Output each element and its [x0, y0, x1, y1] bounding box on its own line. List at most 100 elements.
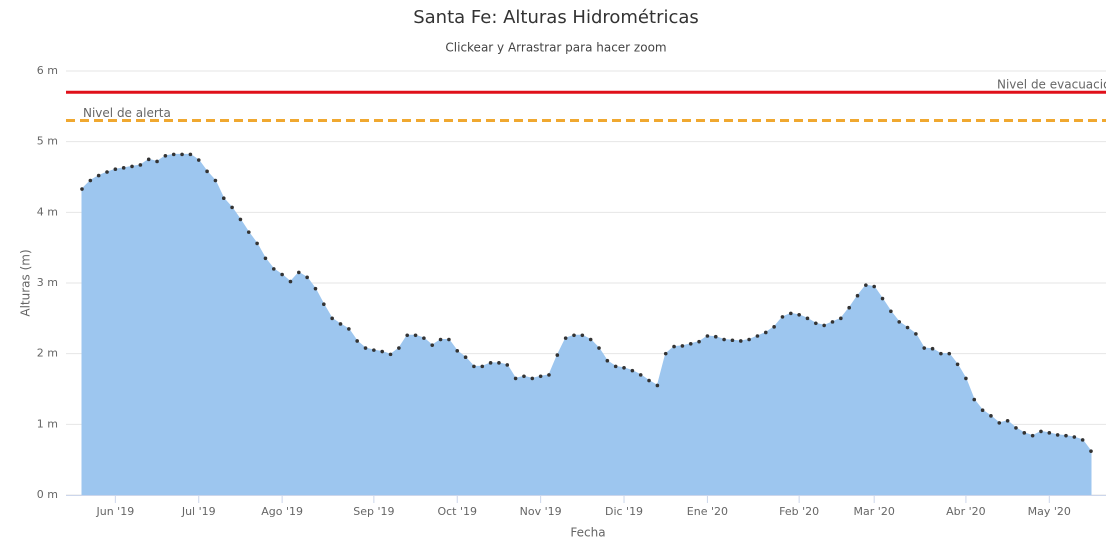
data-point: [905, 325, 910, 330]
data-point: [622, 366, 626, 370]
plot-line-label: Nivel de evacuación: [997, 78, 1106, 92]
data-point: [230, 205, 234, 210]
x-tick-label: Ene '20: [687, 505, 728, 518]
data-point: [263, 256, 268, 261]
data-point: [463, 355, 468, 360]
data-point: [864, 283, 868, 287]
data-point: [213, 178, 218, 183]
data-point: [447, 337, 451, 342]
chart-title: Santa Fe: Alturas Hidrométricas: [413, 7, 699, 28]
y-tick-label: 3 m: [37, 276, 58, 289]
data-point: [105, 170, 109, 174]
data-point: [455, 349, 460, 353]
data-point: [1022, 431, 1027, 435]
data-point: [205, 169, 209, 174]
x-tick-label: Mar '20: [854, 505, 895, 518]
data-point: [638, 373, 643, 377]
data-point: [680, 344, 685, 348]
data-point: [980, 408, 985, 413]
data-point: [855, 293, 860, 298]
y-tick-label: 4 m: [37, 205, 58, 218]
data-point: [330, 316, 334, 321]
data-point: [96, 173, 101, 178]
data-point: [839, 316, 843, 321]
data-point: [1080, 438, 1085, 442]
data-point: [338, 322, 343, 326]
data-point: [188, 152, 193, 157]
data-point: [422, 336, 426, 340]
data-point: [1089, 449, 1093, 453]
data-point: [597, 346, 601, 350]
data-point: [738, 339, 743, 343]
data-point: [722, 337, 726, 342]
data-point: [538, 374, 543, 379]
area: [81, 153, 1092, 496]
data-point: [430, 343, 435, 347]
x-tick-label: Dic '19: [605, 505, 643, 518]
data-point: [180, 152, 184, 157]
data-point: [1064, 433, 1068, 438]
data-point: [763, 330, 768, 335]
x-tick-label: Nov '19: [520, 505, 562, 518]
data-point: [138, 163, 143, 167]
data-point: [572, 333, 576, 338]
x-tick-label: Jul '19: [181, 505, 216, 518]
data-point: [805, 316, 810, 321]
data-point: [347, 327, 351, 331]
x-tick-label: Oct '19: [437, 505, 477, 518]
x-tick-label: Sep '19: [353, 505, 394, 518]
data-point: [372, 348, 376, 352]
data-point: [563, 336, 568, 340]
data-point: [947, 351, 952, 356]
x-tick-label: Abr '20: [946, 505, 986, 518]
x-axis-title: Fecha: [570, 526, 605, 540]
data-point: [830, 320, 835, 324]
data-point: [547, 373, 551, 377]
data-point: [238, 217, 243, 222]
data-point: [630, 368, 635, 373]
data-point: [989, 414, 993, 418]
data-point: [355, 339, 359, 343]
data-point: [797, 313, 801, 317]
data-point: [388, 352, 393, 357]
data-point: [780, 315, 785, 319]
data-point: [889, 309, 893, 314]
data-point: [196, 158, 201, 162]
data-point: [130, 164, 134, 169]
x-tick-label: Feb '20: [779, 505, 819, 518]
data-point: [1005, 419, 1010, 423]
data-point: [730, 338, 735, 343]
data-point: [1039, 429, 1043, 434]
y-tick-label: 1 m: [37, 417, 58, 430]
data-point: [772, 325, 776, 329]
data-point: [847, 305, 851, 310]
data-point: [163, 154, 168, 158]
data-point: [655, 383, 660, 388]
data-point: [405, 333, 410, 338]
data-point: [613, 364, 618, 369]
data-point: [1072, 435, 1077, 439]
data-point: [755, 334, 760, 338]
data-point: [255, 241, 259, 246]
data-point: [897, 320, 902, 324]
data-point: [880, 296, 885, 301]
data-point: [605, 358, 610, 363]
data-point: [397, 346, 401, 350]
data-point: [789, 311, 793, 316]
data-point: [930, 346, 935, 351]
data-point: [939, 351, 943, 356]
data-point: [872, 284, 876, 289]
data-point: [121, 166, 126, 170]
data-point: [313, 286, 318, 291]
data-point: [955, 362, 960, 367]
x-tick-label: Ago '19: [261, 505, 303, 518]
data-point: [322, 302, 326, 307]
y-tick-label: 5 m: [37, 135, 58, 148]
data-point: [88, 178, 93, 183]
chart-subtitle: Clickear y Arrastrar para hacer zoom: [445, 41, 666, 55]
data-point: [672, 344, 676, 349]
data-point: [964, 376, 968, 381]
data-point: [221, 196, 226, 200]
data-point: [647, 378, 651, 383]
